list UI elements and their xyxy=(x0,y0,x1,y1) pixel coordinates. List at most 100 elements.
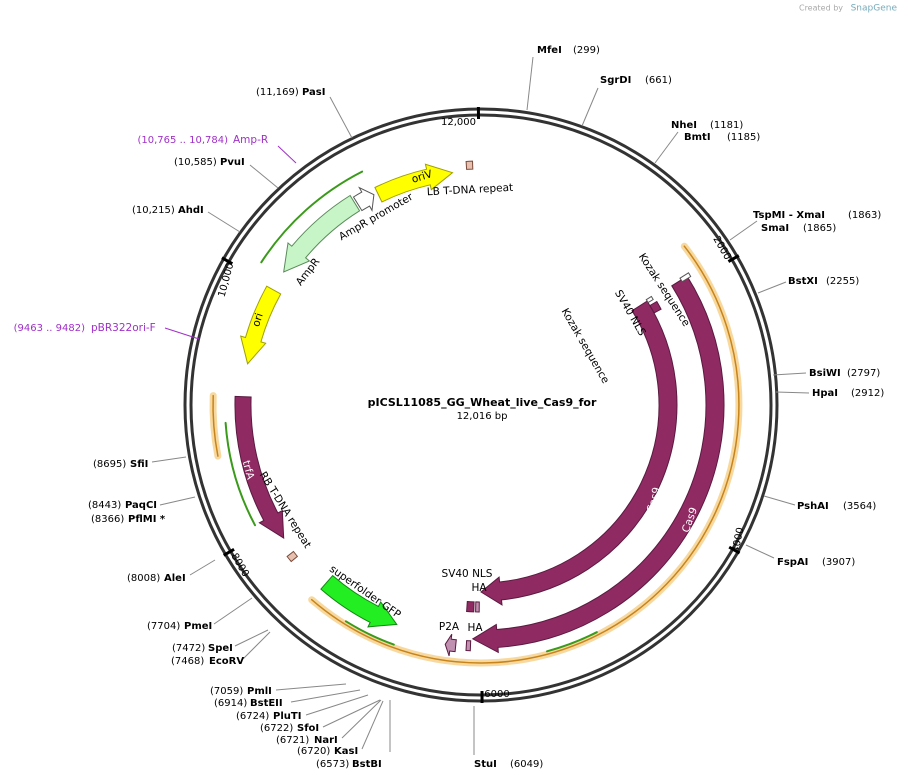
feature-arrow xyxy=(320,574,398,628)
feature-arrow xyxy=(645,295,654,304)
tick xyxy=(222,547,235,557)
orf xyxy=(344,620,395,646)
tick-label: 12,000 xyxy=(441,117,476,128)
site-position: (1185) xyxy=(727,132,760,143)
site-position: (2797) xyxy=(847,368,880,379)
feature-arrow xyxy=(283,194,361,273)
site-position: (7059) xyxy=(210,686,243,697)
site-position: (6721) xyxy=(276,735,309,746)
feature-label: trfA xyxy=(240,459,257,482)
feature-label: HA xyxy=(467,622,483,634)
feature-arrow xyxy=(480,300,678,606)
site-line xyxy=(526,56,534,111)
tick-label: 4000 xyxy=(730,527,746,554)
primer-name: pBR322ori-F xyxy=(91,322,156,334)
site-name: BstBI xyxy=(352,759,382,770)
plasmid-length: 12,016 bp xyxy=(457,411,508,422)
highlight-core xyxy=(310,245,740,664)
site-position: (1865) xyxy=(803,223,836,234)
site-position: (6722) xyxy=(260,723,293,734)
site-name: AleI xyxy=(164,573,186,584)
feature-label: LB T-DNA repeat xyxy=(427,182,514,199)
primer-line xyxy=(164,327,200,340)
tick xyxy=(221,256,234,266)
site-line xyxy=(581,87,599,127)
tick-label: 6000 xyxy=(484,689,509,700)
credit: Created by xyxy=(799,4,843,13)
site-name: EcoRV xyxy=(209,656,244,667)
site-line xyxy=(207,211,241,233)
feature-arrow xyxy=(444,633,457,657)
site-position: (1181) xyxy=(710,120,743,131)
site-name: BstXI xyxy=(788,276,818,287)
tick-label: 2000 xyxy=(710,234,732,262)
site-name: TspMI - XmaI xyxy=(753,210,825,221)
site-position: (6573) xyxy=(316,759,349,770)
site-line xyxy=(329,96,353,139)
site-position: (7704) xyxy=(147,621,180,632)
site-position: (2912) xyxy=(851,388,884,399)
site-position: (11,169) xyxy=(256,87,299,98)
site-name: KasI xyxy=(334,746,358,757)
site-line xyxy=(772,372,807,376)
primer-range: (9463 .. 9482) xyxy=(14,323,86,334)
feature-arrow xyxy=(286,550,299,563)
site-position: (6724) xyxy=(236,711,269,722)
site-name: PmlI xyxy=(247,686,272,697)
feature-label: HA xyxy=(471,582,487,594)
feature-arrow xyxy=(466,600,475,613)
site-position: (6720) xyxy=(297,746,330,757)
site-name: FspAI xyxy=(777,557,808,568)
site-name: MfeI xyxy=(537,45,562,56)
site-position: (7468) xyxy=(171,656,204,667)
feature-arrow xyxy=(475,601,480,613)
site-name: BstEII xyxy=(250,698,283,709)
feature-arrow xyxy=(471,275,725,654)
feature-arrow xyxy=(374,163,454,203)
feature-arrow xyxy=(465,640,472,652)
feature-arrow xyxy=(679,272,692,283)
feature-arrow xyxy=(240,285,282,365)
site-line xyxy=(275,683,347,691)
site-line xyxy=(305,694,369,716)
site-position: (2255) xyxy=(826,276,859,287)
site-name: SmaI xyxy=(761,223,789,234)
site-line xyxy=(290,689,361,703)
site-name: BsiWI xyxy=(809,368,841,379)
highlight-core xyxy=(212,394,219,457)
site-position: (299) xyxy=(573,45,600,56)
feature-label: Kozak sequence xyxy=(559,306,612,385)
site-name: AhdI xyxy=(178,205,204,216)
site-name: PmeI xyxy=(184,621,212,632)
site-position: (8366) xyxy=(91,514,124,525)
site-line xyxy=(763,495,796,506)
site-position: (8443) xyxy=(88,500,121,511)
site-line xyxy=(189,559,216,576)
site-name: NarI xyxy=(314,735,338,746)
feature-arrow xyxy=(234,395,285,540)
orf xyxy=(224,421,256,527)
site-position: (10,585) xyxy=(174,157,217,168)
site-line xyxy=(745,544,775,559)
site-name: HpaI xyxy=(812,388,838,399)
feature-label: SV40 NLS xyxy=(442,568,493,580)
site-name: SgrDI xyxy=(600,75,631,86)
tick xyxy=(727,254,740,263)
site-line xyxy=(213,597,253,625)
orf xyxy=(546,631,598,653)
site-position: (661) xyxy=(645,75,672,86)
site-line xyxy=(159,496,196,506)
site-name: SfiI xyxy=(130,459,148,470)
feature-label: P2A xyxy=(439,621,460,633)
brand: SnapGene xyxy=(851,4,898,14)
primer-range: (10,765 .. 10,784) xyxy=(138,135,229,146)
site-line xyxy=(249,164,279,189)
feature-label: ori xyxy=(250,312,266,329)
site-line xyxy=(322,699,381,728)
site-position: (8008) xyxy=(127,573,160,584)
primer-name: Amp-R xyxy=(233,134,268,146)
site-line xyxy=(341,699,382,739)
site-name: NheI xyxy=(671,120,697,131)
orf xyxy=(260,170,364,264)
